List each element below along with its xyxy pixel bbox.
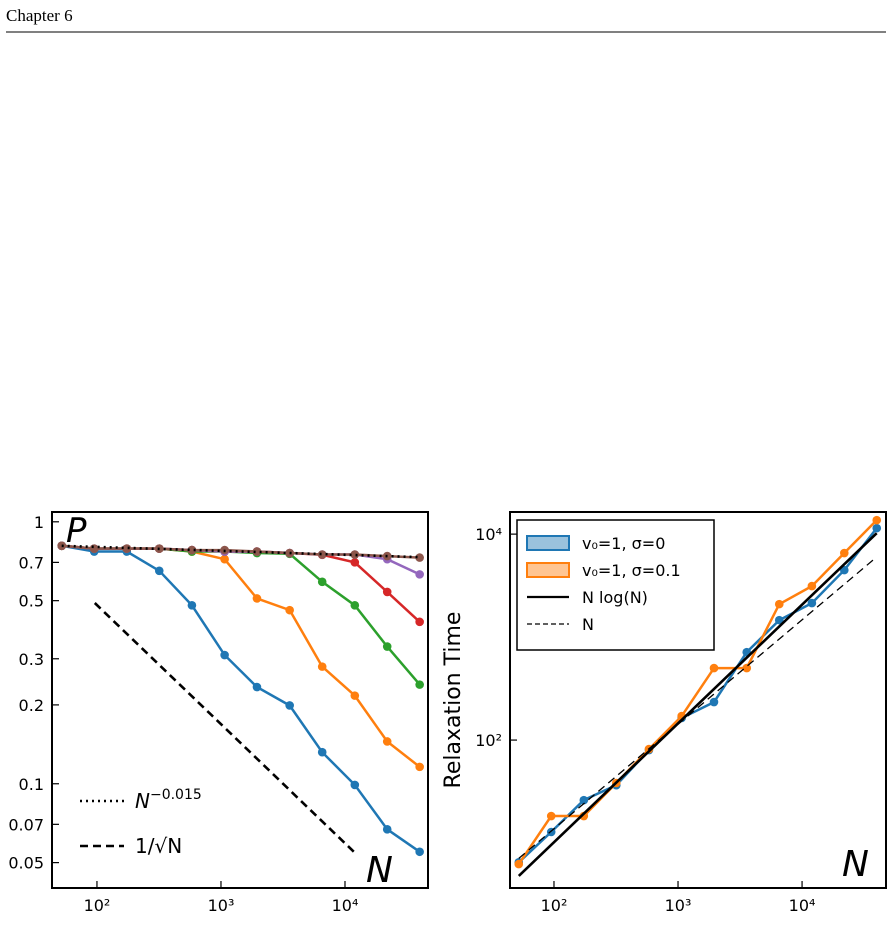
x-axis-label: N [366,850,393,891]
data-point [317,577,327,587]
legend-box [516,519,715,651]
data-point [579,795,589,805]
x-tick-label: 10³ [665,896,692,915]
data-point [350,558,360,567]
data-point [382,737,392,746]
x-tick-label: 10³ [208,896,235,915]
legend-label: N [582,615,594,634]
data-point [382,642,392,651]
data-point [807,581,817,591]
plot-frame [51,511,429,889]
y-tick-label: 0.1 [19,775,44,794]
y-tick-label: 0.07 [8,815,44,834]
x-axis-label: N [842,844,869,885]
data-point [220,554,229,564]
data-point [252,594,262,603]
series-line [61,544,421,853]
x-tick-label: 10⁴ [332,896,359,915]
series-line [61,544,420,559]
data-point [187,545,197,555]
data-point [317,747,327,757]
data-point [742,663,752,673]
data-point [350,780,360,790]
data-point [415,762,424,772]
data-point [317,662,327,671]
data-point [546,811,556,821]
y-tick-label: 0.3 [19,650,44,669]
data-point [415,570,424,579]
x-tick-label: 10⁴ [789,896,816,915]
data-point [872,515,882,525]
y-tick-label: 0.7 [19,553,44,572]
data-point [382,587,392,597]
data-point [774,599,784,609]
series-line [61,544,421,686]
data-point [774,615,784,625]
series-line [517,527,878,864]
legend-patch [526,562,570,578]
legend-label: v₀=1, σ=0.1 [582,561,681,580]
data-point [807,598,817,608]
x-tick-label: 10² [84,896,111,915]
y-tick-label: 1 [34,513,44,532]
data-point [317,550,327,559]
data-point [285,605,294,615]
data-point [415,680,424,689]
data-point [872,523,882,533]
legend-label: 1/√N [135,834,182,858]
data-point [350,550,360,559]
y-axis-label: P [66,511,87,551]
y-tick-label: 0.05 [8,854,44,873]
data-point [187,601,197,610]
legend-label: N log(N) [582,588,648,607]
plot-frame [509,511,887,889]
header-title: Chapter 6 [6,6,73,25]
data-point [709,697,719,707]
data-point [709,663,719,673]
y-tick-label: 0.2 [19,696,44,715]
data-point [350,601,360,610]
series-line [517,519,878,865]
data-point [415,617,424,627]
y-tick-label: 0.5 [19,592,44,611]
data-point [220,650,229,660]
y-axis-label: Relaxation Time [441,612,466,789]
data-point [252,682,262,692]
data-point [350,691,360,700]
data-point [579,811,589,821]
data-point [839,548,849,558]
data-point [122,544,132,553]
data-point [514,859,524,869]
legend-label: v₀=1, σ=0 [582,534,665,553]
data-point [154,566,164,576]
data-point [285,701,294,710]
data-point [415,847,424,857]
series-line [93,602,355,853]
x-tick-label: 10² [541,896,568,915]
series-line [517,532,878,877]
legend-patch [526,535,570,551]
legend-label: N−0.015 [135,787,202,813]
y-tick-label: 10² [475,731,502,750]
y-tick-label: 10⁴ [475,525,502,544]
series-line [61,544,421,768]
data-point [89,544,99,553]
data-point [382,825,392,834]
data-point [415,553,424,562]
data-point [252,547,262,556]
